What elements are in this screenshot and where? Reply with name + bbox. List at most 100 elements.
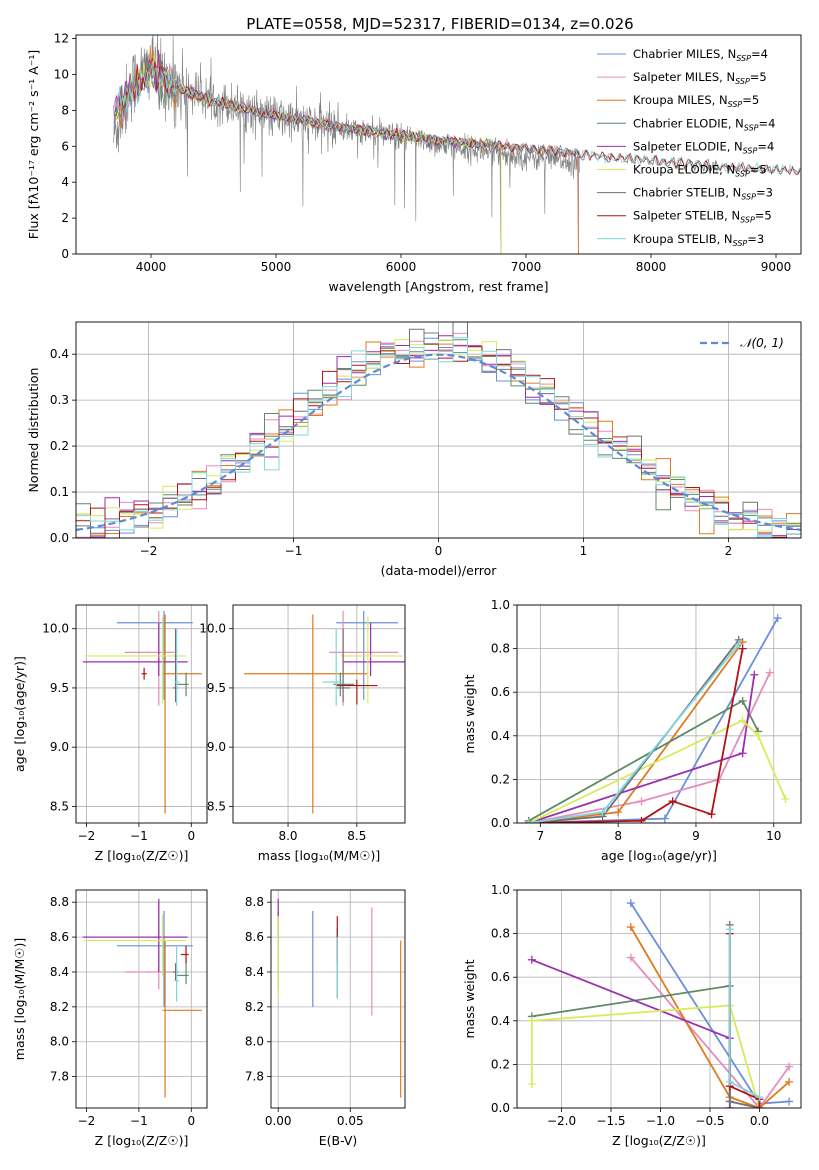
weight-marker-salpeter-stelib	[755, 1104, 764, 1108]
x-tick-label: 1	[580, 544, 588, 558]
panel-residuals: −2 −1 0 1 2 0.0 0.1 0.2 0.3 0.4 (data-model)/error…	[26, 321, 802, 578]
x-tick-label: 2	[725, 544, 733, 558]
x-tick-label: 5000	[261, 260, 292, 274]
weight-marker-kroupa-miles	[785, 1077, 794, 1086]
weight-marker-kroupa-elodie	[527, 1080, 536, 1089]
y-tick-label: 8.0	[50, 1035, 69, 1049]
y-axis-label: mass weight	[462, 674, 477, 753]
weight-marker-kroupa-stelib	[524, 819, 533, 823]
y-tick-label: 12	[54, 32, 69, 46]
y-tick-label: 8.2	[245, 1000, 264, 1014]
y-tick-label: 8.0	[245, 1035, 264, 1049]
weight-marker-salpeter-miles	[785, 1062, 794, 1071]
x-tick-label: −2	[140, 544, 158, 558]
x-tick-label: 7	[537, 829, 545, 843]
y-axis-label: mass weight	[462, 959, 477, 1038]
y-tick-label: 9.0	[207, 740, 226, 754]
y-axis-label: Normed distribution	[26, 368, 41, 493]
y-tick-label: 4	[61, 175, 69, 189]
weight-line-salpeter-miles	[630, 957, 790, 1108]
histogram-salpeter-stelib	[76, 346, 801, 538]
legend-entry: Chabrier STELIB, NSSP=3	[633, 186, 773, 202]
weight-marker-kroupa-stelib	[755, 1093, 764, 1102]
normal-curve	[76, 353, 801, 531]
weight-line-kroupa-miles	[630, 926, 790, 1108]
spectrum-legend: Chabrier MILES, NSSP=4 Salpeter MILES, NS…	[597, 47, 775, 248]
panel-age-vs-Z: −2 −1 0 8.5 9.0 9.5 10.0 Z [log₁₀(Z/Z☉)] age [lo…	[12, 604, 208, 863]
y-tick-label: 8.8	[245, 895, 264, 909]
y-tick-label: 8.6	[50, 930, 69, 944]
model-spectrum-salpeter-elodie	[114, 49, 502, 254]
weight-line-kroupa-miles	[528, 641, 744, 823]
y-tick-label: 10	[54, 67, 69, 81]
y-tick-label: 9.5	[207, 681, 226, 695]
weight-line-kroupa-stelib	[728, 929, 760, 1098]
histogram-kroupa-stelib	[76, 337, 801, 538]
weight-marker-kroupa-elodie	[781, 795, 790, 804]
y-tick-label: 0.6	[491, 685, 510, 699]
y-tick-label: 0	[61, 247, 69, 261]
x-tick-label: 8.0	[278, 829, 297, 843]
x-tick-label: 0	[187, 1114, 195, 1128]
panel-mass-vs-ebv: 0.00 0.05 7.8 8.0 8.2 8.4 8.6 8.8 E(B-V)	[245, 889, 406, 1148]
y-tick-label: 0.6	[491, 970, 510, 984]
y-tick-label: 0.0	[491, 816, 510, 830]
x-axis-label: Z [log₁₀(Z/Z☉)]	[95, 1133, 189, 1148]
y-tick-label: 8	[61, 103, 69, 117]
x-tick-label: 0	[187, 829, 195, 843]
weight-line-salpeter-miles	[528, 672, 771, 823]
x-tick-label: −2	[78, 1114, 96, 1128]
weight-marker-chabrier-elodie	[738, 696, 747, 705]
y-tick-label: 2	[61, 211, 69, 225]
x-tick-label: −1	[285, 544, 303, 558]
weight-marker-kroupa-elodie	[738, 716, 747, 725]
panel-age-vs-mass: 8.0 8.5 8.5 9.0 9.5 10.0 mass [log₁₀(M/M☉)]	[199, 604, 406, 863]
x-tick-label: 0.05	[337, 1114, 364, 1128]
y-tick-label: 0.8	[491, 642, 510, 656]
y-tick-label: 0.4	[491, 1014, 510, 1028]
y-tick-label: 10.0	[199, 622, 226, 636]
x-tick-label: 8.5	[347, 829, 366, 843]
y-tick-label: 1.0	[491, 883, 510, 897]
panel-mass-vs-Z: −2 −1 0 7.8 8.0 8.2 8.4 8.6 8.8 Z [log₁₀(Z/Z☉)] ma…	[12, 889, 208, 1148]
weight-marker-salpeter-stelib	[637, 816, 646, 823]
x-tick-label: −1.5	[596, 1114, 625, 1128]
errorbar-area	[82, 610, 202, 814]
x-tick-label: 4000	[136, 260, 167, 274]
histogram-chabrier-stelib	[76, 322, 801, 538]
weight-marker-salpeter-stelib	[738, 644, 747, 653]
weight-line-kroupa-stelib	[528, 643, 740, 823]
legend-entry: Chabrier ELODIE, NSSP=4	[633, 116, 775, 132]
legend-entry: Kroupa ELODIE, NSSP=5	[633, 163, 767, 179]
x-axis-label: Z [log₁₀(Z/Z☉)]	[612, 1133, 706, 1148]
y-tick-label: 1.0	[491, 598, 510, 612]
y-tick-label: 8.4	[50, 965, 69, 979]
y-tick-label: 0.4	[50, 347, 69, 361]
axes-frame	[75, 321, 802, 539]
y-tick-label: 0.4	[491, 729, 510, 743]
weight-marker-chabrier-miles	[660, 814, 669, 823]
y-tick-label: 0.2	[50, 439, 69, 453]
y-tick-label: 8.8	[50, 895, 69, 909]
legend-entry: 𝒩(0, 1)	[740, 336, 784, 350]
x-tick-label: −2.0	[547, 1114, 576, 1128]
weight-marker-salpeter-miles	[626, 953, 635, 962]
x-tick-label: 0.00	[265, 1114, 292, 1128]
weight-marker-chabrier-stelib	[725, 1097, 734, 1106]
legend-entry: Kroupa STELIB, NSSP=3	[633, 232, 764, 248]
y-tick-label: 0.2	[491, 1057, 510, 1071]
weight-marker-kroupa-elodie	[754, 731, 763, 740]
y-tick-label: 9.0	[50, 740, 69, 754]
weight-marker-salpeter-stelib	[707, 810, 716, 819]
weight-area	[527, 899, 794, 1108]
model-spectrum-kroupa-miles	[113, 45, 579, 254]
y-tick-label: 7.8	[50, 1070, 69, 1084]
panel-weight-vs-age: 7 8 9 10 0.0 0.2 0.4 0.6 0.8 1.0 age [log₁₀(age/yr…	[462, 598, 802, 863]
y-tick-label: 8.4	[245, 965, 264, 979]
weight-area	[524, 614, 790, 823]
axes-frame	[270, 889, 406, 1109]
x-tick-label: −0.5	[695, 1114, 724, 1128]
x-axis-label: age [log₁₀(age/yr)]	[601, 848, 717, 863]
y-axis-label: Flux [fλ10⁻¹⁷ erg cm⁻² s⁻¹ A⁻¹]	[26, 50, 41, 239]
model-spectrum-kroupa-stelib	[116, 61, 801, 175]
